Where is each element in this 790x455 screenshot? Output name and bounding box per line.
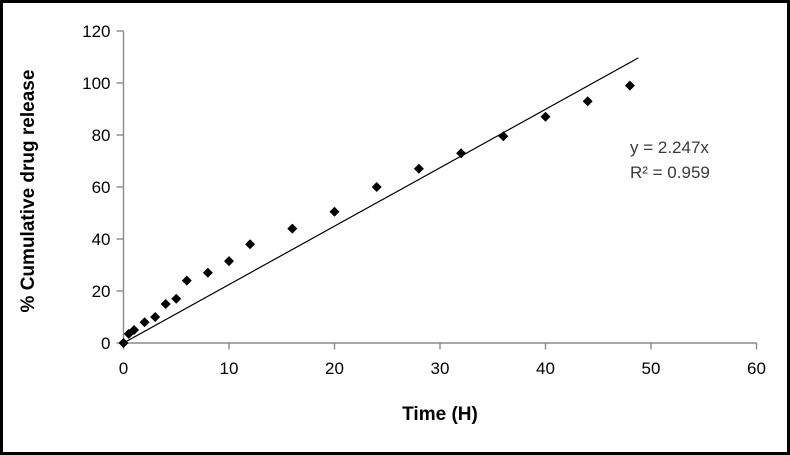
data-point-marker (224, 256, 234, 267)
data-point-marker (582, 96, 593, 107)
data-point-marker (150, 312, 161, 322)
data-point-marker (181, 275, 192, 286)
y-tick-label: 120 (82, 22, 110, 41)
x-tick-label: 20 (325, 359, 344, 378)
x-tick-label: 0 (119, 359, 128, 378)
x-tick-label: 30 (431, 359, 450, 378)
trendline-equation: y = 2.247x (630, 138, 709, 157)
y-tick-label: 80 (92, 126, 111, 145)
y-tick-label: 60 (92, 178, 111, 197)
y-axis-title: % Cumulative drug release (18, 69, 39, 313)
trendline-r-squared: R² = 0.959 (630, 163, 710, 182)
data-point-marker (540, 111, 551, 122)
x-axis-title: Time (H) (402, 404, 478, 425)
data-point-marker (413, 163, 424, 174)
data-point-marker (171, 293, 182, 304)
x-tick-label: 60 (747, 359, 766, 378)
data-point-marker (329, 206, 340, 217)
scatter-plot-canvas: 0 10 20 30 40 50 60 0 20 40 60 80 100 120 (82, 22, 766, 378)
data-point-marker (129, 325, 140, 335)
data-point-marker (245, 239, 256, 250)
data-point-marker (624, 80, 635, 91)
y-tick-label: 100 (82, 74, 110, 93)
data-point-marker (371, 182, 382, 192)
y-tick-label: 0 (101, 334, 110, 353)
x-tick-label: 10 (220, 359, 239, 378)
data-point-marker (139, 317, 150, 328)
y-tick-label: 20 (92, 282, 111, 301)
data-point-marker (202, 267, 213, 278)
data-point-marker (118, 338, 129, 348)
data-point-marker (160, 299, 171, 309)
x-tick-label: 40 (536, 359, 555, 378)
trendline (123, 57, 639, 344)
data-point-marker (456, 148, 467, 159)
data-point-marker (287, 223, 298, 234)
trendline-annotation: y = 2.247x R² = 0.959 (630, 135, 710, 185)
y-tick-label: 40 (92, 230, 111, 249)
x-tick-label: 50 (642, 359, 661, 378)
data-point-marker (498, 131, 509, 142)
